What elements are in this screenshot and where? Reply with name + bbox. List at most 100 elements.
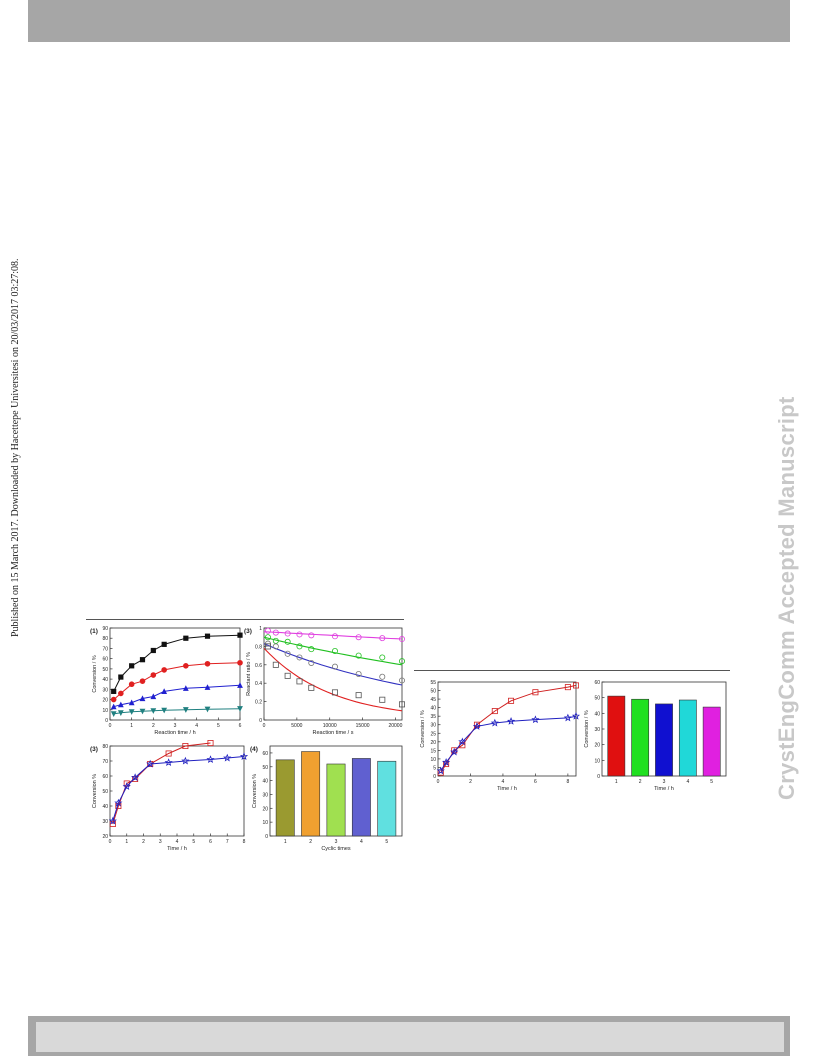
data-point xyxy=(296,678,303,685)
y-tick-label: 20 xyxy=(594,743,600,749)
data-point xyxy=(161,667,167,673)
y-tick-label: 20 xyxy=(102,698,108,704)
y-tick-label: 15 xyxy=(430,748,436,754)
data-point xyxy=(114,798,123,807)
y-tick-label: 60 xyxy=(102,774,108,780)
data-point xyxy=(296,643,303,650)
data-point xyxy=(129,663,135,669)
y-tick-label: 30 xyxy=(262,792,268,798)
data-point xyxy=(308,646,315,653)
data-point xyxy=(150,672,157,678)
data-point xyxy=(355,634,362,641)
chart-panel-6: 0 10 20 30 40 50 60 1 2 3 4 5 Time / h Conversion / % xyxy=(584,680,727,792)
data-point xyxy=(109,821,116,828)
y-tick-label: 35 xyxy=(430,714,436,720)
series xyxy=(108,752,248,825)
data-point xyxy=(296,654,303,661)
x-tick-label: 5 xyxy=(385,839,388,845)
data-point xyxy=(379,654,386,661)
data-point xyxy=(490,718,499,727)
y-tick-label: 0.8 xyxy=(255,644,262,650)
x-tick-label: 0 xyxy=(109,839,112,845)
x-tick-label: 2 xyxy=(142,839,145,845)
x-tick-label: 20000 xyxy=(388,723,402,729)
x-axis-label: Reaction time / s xyxy=(313,730,354,736)
header-bar xyxy=(28,0,790,42)
series xyxy=(436,711,580,775)
data-point xyxy=(272,629,279,636)
plot-frame xyxy=(263,627,403,721)
data-point xyxy=(165,750,172,757)
series xyxy=(110,682,243,710)
data-point xyxy=(131,773,140,781)
data-point xyxy=(308,632,315,639)
data-point xyxy=(379,696,386,703)
series xyxy=(263,634,405,666)
y-tick-label: 40 xyxy=(102,677,108,683)
data-point xyxy=(398,701,405,708)
y-tick-label: 30 xyxy=(430,723,436,729)
x-tick-label: 3 xyxy=(174,723,177,729)
data-point xyxy=(443,761,450,768)
y-tick-label: 0 xyxy=(433,774,436,780)
x-tick-label: 1 xyxy=(615,779,618,785)
data-point xyxy=(118,674,124,680)
x-tick-label: 5 xyxy=(217,723,220,729)
x-axis-label: Time / h xyxy=(167,846,187,852)
y-axis-label: Conversion / % xyxy=(92,655,98,692)
bar xyxy=(607,695,626,777)
data-point xyxy=(264,643,271,650)
series xyxy=(263,643,405,712)
y-tick-label: 0 xyxy=(265,834,268,840)
data-point xyxy=(139,708,146,715)
x-tick-label: 8 xyxy=(566,779,569,785)
chart-panel-5: 0 5 10 15 20 25 30 35 40 45 50 55 0 2 4 6 8 Time / h Conve… xyxy=(420,680,580,792)
x-tick-label: 10000 xyxy=(323,723,337,729)
x-tick-label: 3 xyxy=(335,839,338,845)
x-tick-label: 7 xyxy=(226,839,229,845)
bar xyxy=(678,699,697,777)
data-point xyxy=(164,758,173,766)
data-point xyxy=(110,711,117,717)
data-point xyxy=(204,660,211,667)
data-point xyxy=(442,758,451,766)
x-tick-label: 5 xyxy=(192,839,195,845)
data-point xyxy=(264,634,271,641)
data-point xyxy=(128,681,135,688)
chart-panel-4: 0 10 20 30 40 50 60 1 2 3 4 5 Cyclic times Conversion… xyxy=(250,745,403,852)
plot-frame xyxy=(437,681,577,777)
bar xyxy=(631,698,650,777)
data-point xyxy=(139,695,146,702)
y-tick-label: 80 xyxy=(102,744,108,750)
data-point xyxy=(564,684,571,691)
bar xyxy=(702,706,721,777)
data-point xyxy=(473,721,480,728)
panel-label: (3) xyxy=(244,628,252,635)
y-tick-label: 20 xyxy=(430,740,436,746)
y-tick-label: 50 xyxy=(102,789,108,795)
y-tick-label: 10 xyxy=(102,708,108,714)
x-axis-label: Reaction time / h xyxy=(154,730,195,736)
y-tick-label: 0.4 xyxy=(255,681,262,687)
series-line xyxy=(440,715,577,772)
x-tick-label: 2 xyxy=(639,779,642,785)
data-point xyxy=(508,697,515,704)
y-tick-label: 40 xyxy=(102,804,108,810)
data-point xyxy=(150,693,157,700)
panel-label: (1) xyxy=(90,628,98,635)
data-point xyxy=(182,685,189,691)
y-axis-label: Conversion % xyxy=(252,774,258,808)
y-tick-label: 1 xyxy=(259,626,262,632)
data-point xyxy=(491,708,498,715)
data-point xyxy=(207,740,214,746)
y-tick-label: 40 xyxy=(262,779,268,785)
data-point xyxy=(150,708,157,714)
data-point xyxy=(161,641,167,647)
bar xyxy=(275,759,295,837)
plot-frame xyxy=(109,745,245,837)
series-line xyxy=(112,742,211,825)
x-tick-label: 4 xyxy=(360,839,363,845)
data-point xyxy=(506,717,516,725)
data-point xyxy=(472,722,482,730)
x-tick-label: 2 xyxy=(152,723,155,729)
